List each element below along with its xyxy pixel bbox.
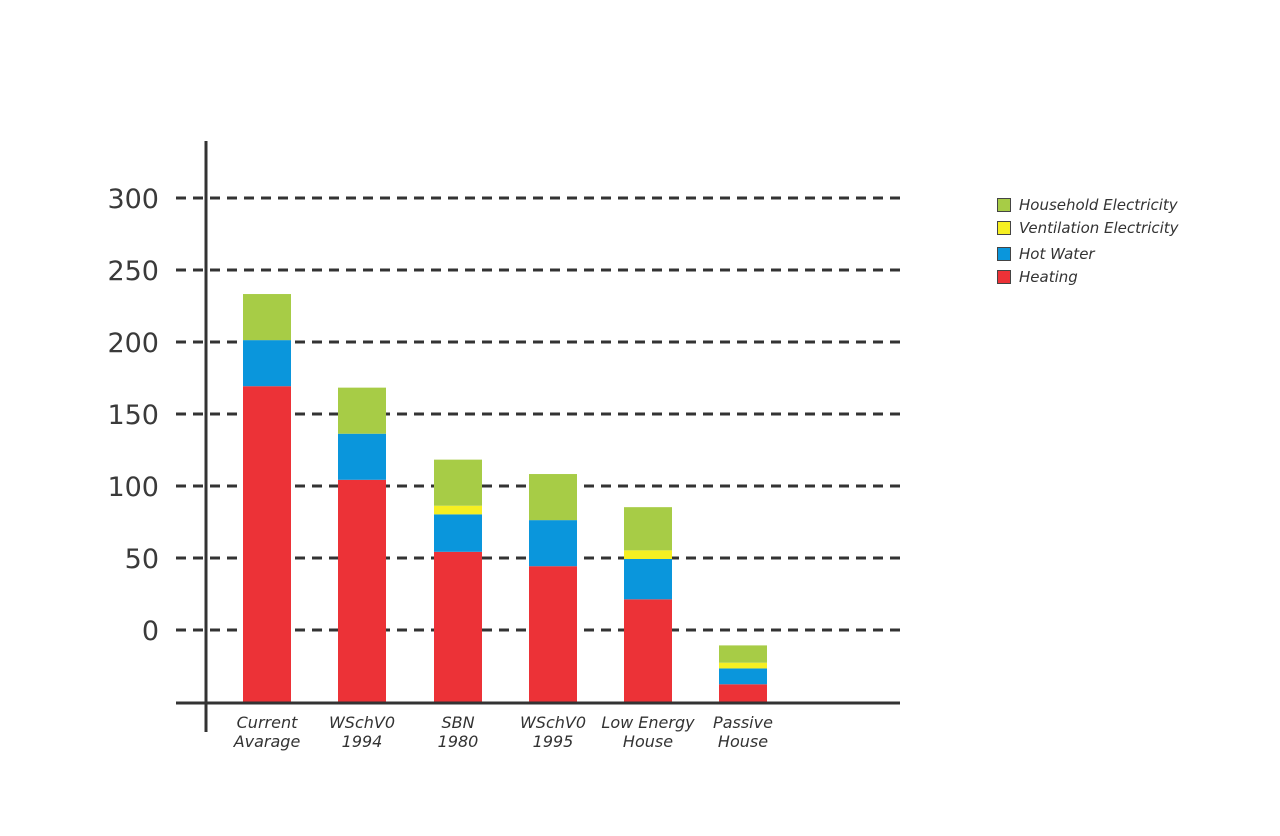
legend-label: Hot Water — [1019, 244, 1095, 263]
bar-segment-heating — [434, 551, 482, 703]
x-tick-label: Current — [237, 713, 298, 732]
bar-segment-hot-water — [529, 520, 577, 567]
legend-item: Heating — [997, 265, 1179, 288]
x-tick-labels: CurrentAvarageWSchV01994SBN1980WSchV0199… — [233, 713, 773, 751]
bar-segment-hot-water — [434, 514, 482, 552]
legend-label: Ventilation Electricity — [1019, 218, 1179, 237]
x-tick-label: House — [623, 732, 673, 751]
legend-item: Ventilation Electricity — [997, 216, 1179, 239]
bar-segment-heating — [338, 479, 386, 703]
x-tick-label: WSchV0 — [329, 713, 395, 732]
bar-segment-household-electricity — [719, 645, 767, 663]
legend: Household Electricity Ventilation Electr… — [997, 193, 1179, 288]
x-tick-label: 1980 — [438, 732, 479, 751]
legend-swatch-household — [997, 197, 1011, 212]
y-tick-label: 250 — [107, 256, 159, 287]
legend-swatch-heating — [997, 269, 1011, 284]
bar-segment-hot-water — [243, 340, 291, 387]
x-tick-label: WSchV0 — [520, 713, 586, 732]
bar-segment-hot-water — [719, 668, 767, 685]
x-tick-label: Avarage — [233, 732, 301, 751]
legend-label: Household Electricity — [1019, 195, 1178, 214]
bar-segment-household-electricity — [243, 294, 291, 341]
legend-swatch-ventilation — [997, 220, 1011, 235]
x-tick-label: 1995 — [533, 732, 574, 751]
bar-segment-ventilation-electricity — [624, 550, 672, 559]
y-tick-label: 50 — [125, 544, 159, 575]
legend-label: Heating — [1019, 267, 1078, 286]
x-tick-label: House — [718, 732, 768, 751]
bar-segment-heating — [719, 684, 767, 703]
bar-segment-household-electricity — [434, 459, 482, 506]
bar-segment-heating — [243, 386, 291, 703]
bar-segment-heating — [624, 599, 672, 703]
bar-segment-ventilation-electricity — [434, 505, 482, 515]
y-tick-label: 200 — [107, 328, 159, 359]
y-tick-label: 100 — [107, 472, 159, 503]
y-tick-labels: 300 250 200 150 100 50 0 — [107, 184, 159, 647]
bar-segment-household-electricity — [529, 474, 577, 521]
legend-item: Household Electricity — [997, 193, 1179, 216]
bar-segment-hot-water — [624, 559, 672, 600]
x-tick-label: SBN — [441, 713, 474, 732]
bar-segment-household-electricity — [624, 507, 672, 551]
y-tick-label: 0 — [142, 616, 159, 647]
bars — [243, 294, 767, 703]
legend-swatch-hot-water — [997, 246, 1011, 261]
x-tick-label: Passive — [713, 713, 773, 732]
bar-segment-heating — [529, 566, 577, 703]
x-tick-label: Low Energy — [601, 713, 695, 732]
bar-segment-ventilation-electricity — [719, 662, 767, 669]
bar-segment-hot-water — [338, 433, 386, 480]
bar-segment-household-electricity — [338, 387, 386, 434]
x-tick-label: 1994 — [342, 732, 383, 751]
y-tick-label: 300 — [107, 184, 159, 215]
legend-item: Hot Water — [997, 242, 1179, 265]
y-tick-label: 150 — [107, 400, 159, 431]
